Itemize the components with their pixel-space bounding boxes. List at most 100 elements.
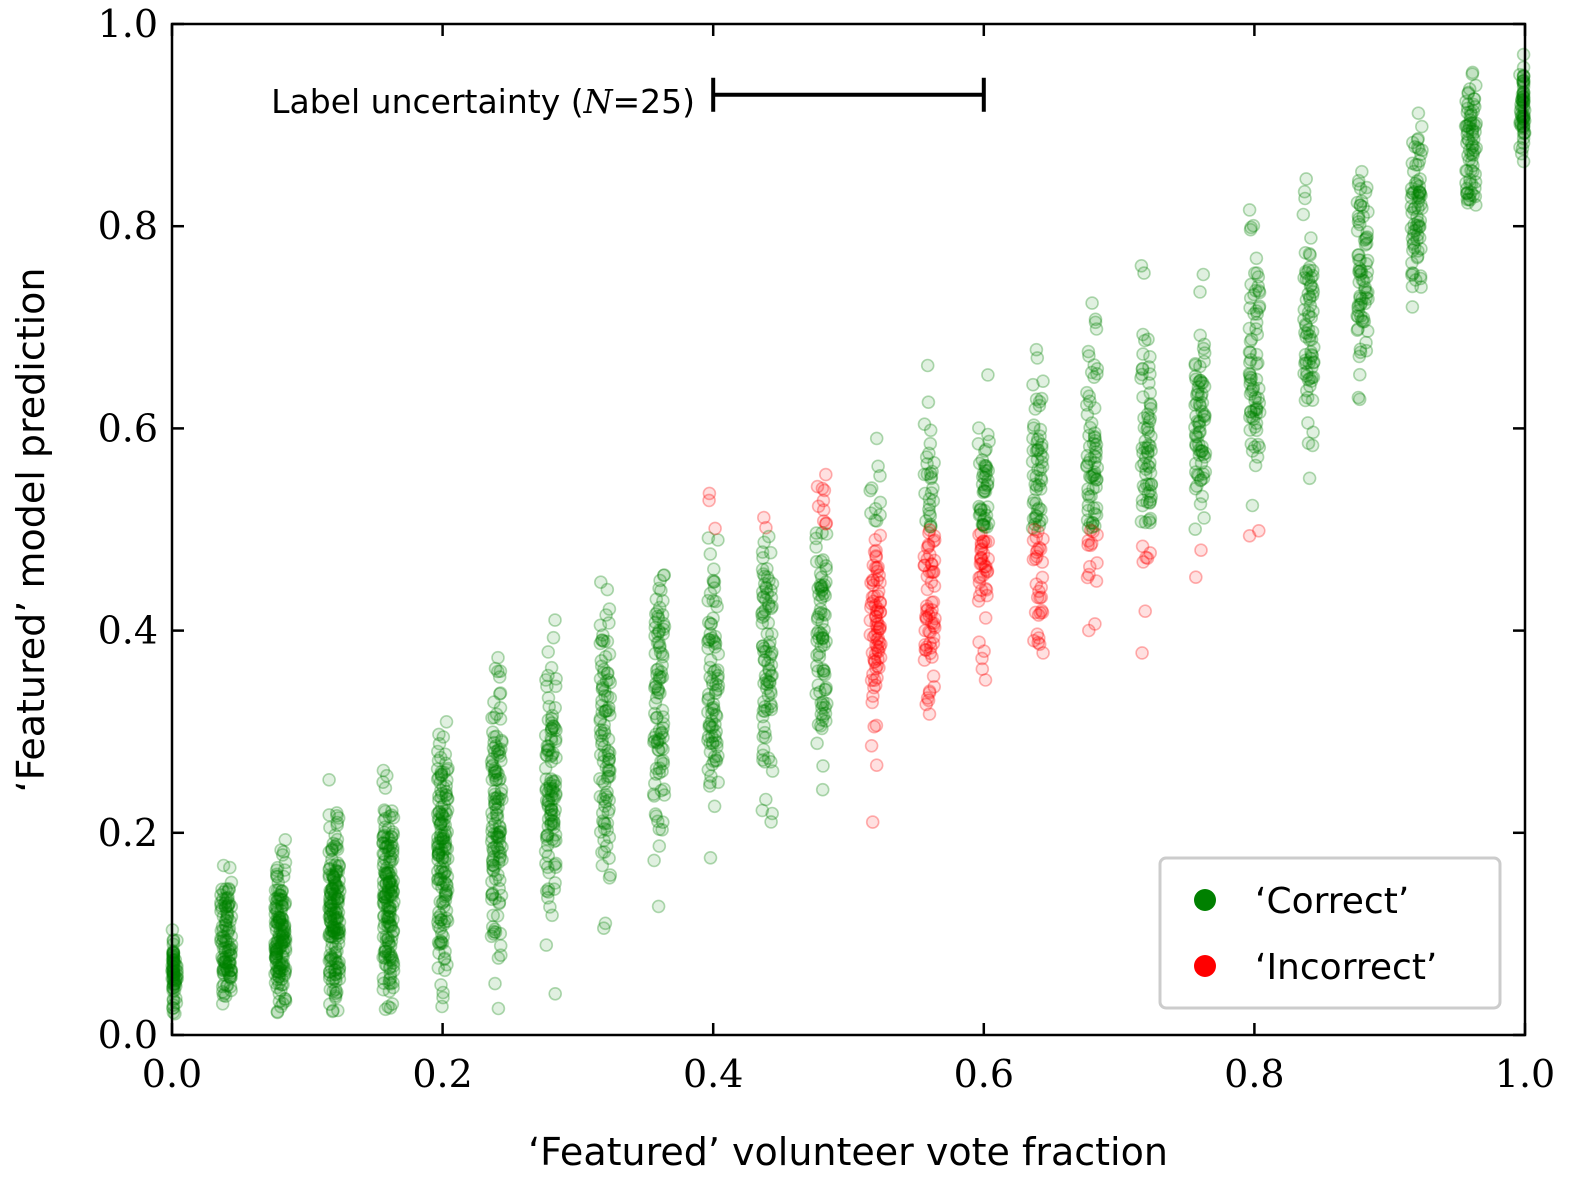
point-correct: [1088, 312, 1103, 327]
point-correct: [432, 804, 447, 819]
point-correct: [278, 934, 293, 949]
point-correct: [492, 873, 507, 888]
point-correct: [701, 693, 715, 707]
point-correct: [440, 763, 454, 777]
point-correct: [1137, 266, 1151, 280]
point-correct: [433, 828, 448, 843]
point-correct: [1249, 251, 1264, 266]
point-correct: [383, 900, 397, 915]
point-correct: [270, 860, 285, 875]
point-correct: [489, 764, 504, 779]
point-correct: [383, 852, 397, 867]
point-correct: [269, 944, 284, 959]
point-incorrect: [924, 565, 939, 579]
point-correct: [492, 830, 507, 844]
point-correct: [166, 953, 181, 967]
point-correct: [755, 606, 769, 621]
point-correct: [378, 867, 393, 881]
point-correct: [1194, 472, 1208, 487]
point-correct: [438, 841, 453, 856]
point-correct: [382, 809, 397, 824]
point-correct: [328, 945, 343, 960]
point-correct: [385, 899, 400, 913]
point-correct: [322, 971, 337, 986]
point-correct: [432, 905, 446, 920]
point-correct: [275, 899, 289, 913]
point-correct: [488, 764, 502, 778]
point-correct: [486, 854, 500, 869]
point-correct: [332, 960, 347, 975]
point-correct: [166, 971, 181, 986]
point-correct: [216, 885, 231, 899]
point-correct: [216, 952, 230, 967]
point-correct: [381, 944, 396, 959]
point-correct: [491, 951, 506, 965]
point-correct: [437, 866, 451, 881]
point-correct: [322, 953, 337, 968]
point-incorrect: [1029, 545, 1044, 560]
point-correct: [376, 889, 391, 904]
point-correct: [385, 852, 400, 867]
point-correct: [169, 996, 184, 1010]
point-correct: [322, 808, 337, 822]
point-correct: [438, 756, 453, 771]
point-correct: [166, 946, 181, 961]
point-correct: [917, 417, 932, 432]
point-correct: [377, 908, 391, 923]
point-correct: [329, 902, 344, 917]
point-correct: [431, 915, 445, 930]
point-correct: [656, 716, 671, 731]
legend-marker-correct: [1194, 889, 1216, 911]
point-correct: [437, 811, 452, 826]
point-correct: [488, 872, 503, 886]
point-correct: [488, 891, 503, 906]
point-correct: [322, 861, 337, 876]
point-correct: [379, 958, 394, 973]
point-correct: [270, 915, 285, 930]
point-correct: [486, 811, 500, 826]
point-correct: [221, 923, 236, 938]
point-correct: [488, 816, 502, 831]
point-incorrect: [978, 673, 993, 687]
point-incorrect: [1029, 577, 1044, 592]
point-correct: [434, 865, 449, 879]
point-correct: [1515, 141, 1530, 156]
point-correct: [1035, 459, 1050, 474]
point-correct: [761, 529, 776, 544]
point-correct: [275, 956, 289, 971]
point-correct: [810, 610, 825, 625]
point-correct: [434, 935, 449, 949]
point-correct: [269, 942, 284, 957]
point-correct: [1356, 311, 1371, 325]
point-correct: [278, 994, 293, 1008]
point-correct: [166, 944, 181, 959]
point-correct: [1296, 207, 1311, 222]
point-correct: [218, 917, 232, 932]
point-correct: [437, 914, 452, 929]
point-correct: [219, 891, 233, 906]
point-correct: [328, 963, 343, 977]
point-correct: [329, 926, 344, 941]
point-correct: [649, 690, 664, 705]
point-correct: [274, 918, 288, 932]
point-correct: [1353, 298, 1368, 312]
point-correct: [377, 895, 391, 910]
point-correct: [487, 745, 502, 759]
point-correct: [218, 989, 233, 1004]
point-correct: [332, 873, 346, 888]
point-correct: [488, 787, 502, 802]
point-correct: [1246, 218, 1261, 233]
point-incorrect: [815, 481, 830, 496]
point-incorrect: [918, 637, 932, 652]
point-correct: [326, 881, 341, 896]
point-correct: [323, 914, 338, 929]
point-correct: [328, 886, 342, 901]
point-correct: [1415, 119, 1429, 134]
point-correct: [384, 949, 399, 964]
point-correct: [381, 885, 396, 899]
point-incorrect: [1135, 646, 1149, 660]
x-tick-label: 0.0: [142, 1052, 202, 1096]
point-correct: [381, 948, 396, 962]
point-correct: [489, 791, 504, 806]
point-correct: [224, 875, 239, 890]
